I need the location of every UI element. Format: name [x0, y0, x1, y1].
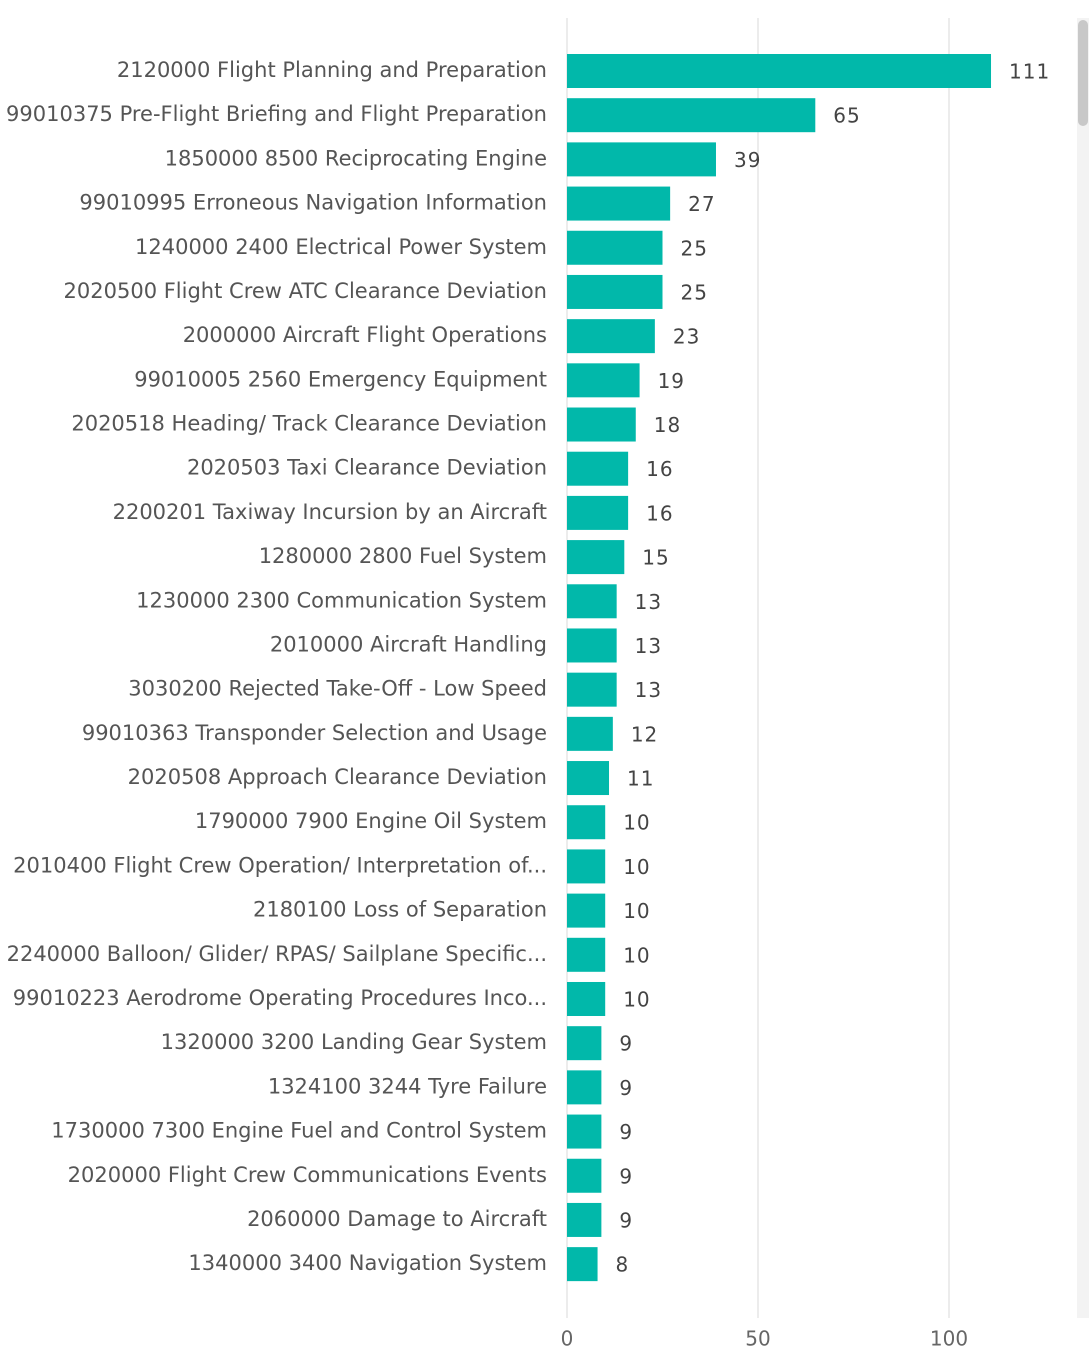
y-tick-label: 1730000 7300 Engine Fuel and Control Sys… [51, 1119, 547, 1143]
y-tick-label: 2020500 Flight Crew ATC Clearance Deviat… [64, 279, 547, 303]
data-label: 27 [688, 192, 715, 216]
data-label: 18 [654, 413, 681, 437]
y-tick-label: 99010375 Pre-Flight Briefing and Flight … [6, 102, 547, 126]
data-label: 9 [619, 1164, 633, 1188]
bar [567, 98, 816, 133]
y-tick-label: 99010995 Erroneous Navigation Informatio… [79, 191, 547, 215]
data-label: 9 [619, 1032, 633, 1056]
bar [567, 628, 617, 663]
y-tick-label: 1324100 3244 Tyre Failure [268, 1074, 547, 1098]
data-label: 25 [681, 280, 708, 304]
y-tick-label: 2180100 Loss of Separation [253, 898, 547, 922]
y-tick-label: 2120000 Flight Planning and Preparation [117, 58, 547, 82]
y-tick-label: 2060000 Damage to Aircraft [247, 1207, 547, 1231]
data-label: 111 [1009, 60, 1050, 84]
data-label: 10 [623, 987, 650, 1011]
data-label: 15 [642, 546, 669, 570]
y-tick-label: 2240000 Balloon/ Glider/ RPAS/ Sailplane… [7, 942, 547, 966]
y-tick-label: 2020508 Approach Clearance Deviation [128, 765, 547, 789]
y-tick-label: 2020518 Heading/ Track Clearance Deviati… [71, 412, 547, 436]
y-tick-label: 1850000 8500 Reciprocating Engine [165, 146, 547, 170]
data-label: 12 [631, 722, 658, 746]
data-label: 9 [619, 1208, 633, 1232]
y-tick-label: 2000000 Aircraft Flight Operations [183, 323, 547, 347]
data-label: 10 [623, 943, 650, 967]
x-tick-label: 0 [561, 1327, 574, 1350]
scrollbar-track[interactable] [1077, 18, 1089, 1318]
bar [567, 1158, 602, 1193]
x-tick-label: 100 [930, 1327, 968, 1350]
y-tick-label: 1240000 2400 Electrical Power System [135, 235, 547, 259]
bar [567, 1114, 602, 1149]
data-label: 9 [619, 1076, 633, 1100]
data-label: 19 [658, 369, 685, 393]
data-label: 23 [673, 325, 700, 349]
bar [567, 319, 655, 354]
data-label: 10 [623, 899, 650, 923]
data-label: 9 [619, 1120, 633, 1144]
data-label: 11 [627, 767, 654, 791]
y-tick-label: 1280000 2800 Fuel System [259, 544, 547, 568]
bar [567, 716, 613, 751]
y-tick-label: 99010005 2560 Emergency Equipment [134, 367, 547, 391]
y-tick-label: 2010000 Aircraft Handling [270, 632, 547, 656]
bar [567, 849, 606, 884]
bar [567, 54, 992, 88]
data-label: 39 [734, 148, 761, 172]
data-label: 10 [623, 855, 650, 879]
y-tick-label: 1230000 2300 Communication System [136, 588, 547, 612]
bar [567, 1247, 598, 1282]
bar [567, 230, 663, 265]
bar [567, 363, 640, 398]
scrollbar-thumb[interactable] [1078, 20, 1088, 126]
bar [567, 672, 617, 707]
data-label: 10 [623, 811, 650, 835]
bar [567, 186, 671, 221]
bar [567, 937, 606, 972]
x-tick-label: 50 [745, 1327, 770, 1350]
y-tick-label: 2200201 Taxiway Incursion by an Aircraft [113, 500, 547, 524]
data-label: 13 [635, 678, 662, 702]
bar [567, 1026, 602, 1061]
bar [567, 981, 606, 1016]
data-label: 65 [833, 104, 860, 128]
bar [567, 805, 606, 840]
data-label: 8 [616, 1253, 630, 1277]
data-label: 16 [646, 457, 673, 481]
y-tick-label: 1340000 3400 Navigation System [188, 1251, 547, 1275]
bar [567, 1070, 602, 1105]
bar [567, 584, 617, 619]
bar [567, 451, 629, 486]
bar [567, 142, 716, 177]
y-tick-label: 1790000 7900 Engine Oil System [195, 809, 547, 833]
bar [567, 274, 663, 309]
bar [567, 407, 636, 442]
data-label: 25 [681, 236, 708, 260]
data-label: 13 [635, 590, 662, 614]
data-label: 13 [635, 634, 662, 658]
y-tick-label: 2020503 Taxi Clearance Deviation [187, 456, 547, 480]
y-tick-label: 2020000 Flight Crew Communications Event… [68, 1163, 547, 1187]
bar [567, 495, 629, 530]
y-tick-label: 99010363 Transponder Selection and Usage [82, 721, 547, 745]
y-tick-label: 1320000 3200 Landing Gear System [161, 1030, 547, 1054]
bar [567, 893, 606, 928]
y-tick-label: 2010400 Flight Crew Operation/ Interpret… [13, 853, 547, 877]
bar [567, 761, 610, 796]
y-tick-label: 3030200 Rejected Take-Off - Low Speed [128, 677, 547, 701]
y-tick-label: 99010223 Aerodrome Operating Procedures … [13, 986, 547, 1010]
bar [567, 1202, 602, 1237]
data-label: 16 [646, 501, 673, 525]
bar [567, 540, 625, 575]
